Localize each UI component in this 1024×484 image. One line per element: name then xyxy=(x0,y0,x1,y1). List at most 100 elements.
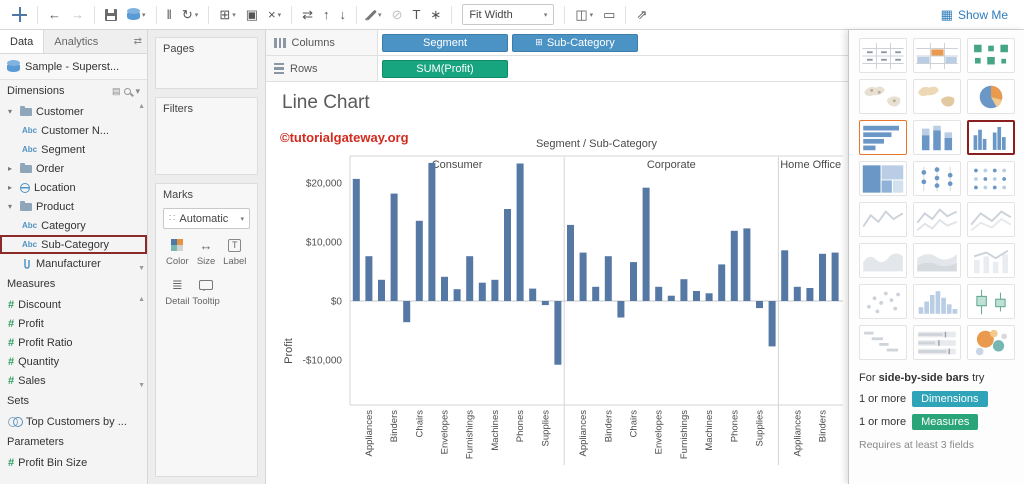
bar-mark[interactable] xyxy=(592,286,600,301)
bar-mark[interactable] xyxy=(831,252,839,301)
showme-thumb-symbol-map[interactable] xyxy=(859,79,907,114)
group-members-button[interactable]: ⊘ xyxy=(391,7,403,22)
field-item-discount[interactable]: # Discount xyxy=(8,298,61,311)
pill-segment[interactable]: Segment xyxy=(382,33,508,52)
caret-open-icon[interactable]: ▾ xyxy=(8,107,13,116)
color-button[interactable]: Color xyxy=(163,237,192,267)
run-auto-updates-button[interactable]: ↻ ▾ xyxy=(181,7,199,22)
bar-mark[interactable] xyxy=(680,279,688,301)
showme-thumb-area[interactable] xyxy=(859,243,907,278)
data-source-item[interactable]: Sample - Superst... xyxy=(0,54,147,80)
bar-mark[interactable] xyxy=(529,288,537,301)
scroll-up-icon[interactable]: ▲ xyxy=(138,296,145,303)
showme-thumb-stacked-bars[interactable] xyxy=(913,120,961,155)
field-item-profit[interactable]: # Profit xyxy=(8,317,44,330)
field-item-segment[interactable]: Abc Segment xyxy=(22,143,86,156)
bar-mark[interactable] xyxy=(491,279,499,301)
sort-ascending-button[interactable]: ↑ xyxy=(323,7,330,22)
field-item-location[interactable]: ▸ Location xyxy=(8,181,76,194)
bar-mark[interactable] xyxy=(806,288,814,301)
bar-mark[interactable] xyxy=(693,291,700,301)
showme-thumb-highlight-table[interactable] xyxy=(913,38,961,73)
field-item-manufacturer[interactable]: Manufacturer xyxy=(0,254,147,273)
bar-mark[interactable] xyxy=(415,220,423,301)
bar-mark[interactable] xyxy=(466,256,474,301)
fit-width-select[interactable]: Fit Width ▾ xyxy=(462,4,555,25)
new-data-source-button[interactable]: ▾ xyxy=(123,3,150,27)
field-item-category[interactable]: Abc Category xyxy=(22,219,86,232)
field-item-profit-bin-size[interactable]: # Profit Bin Size xyxy=(8,456,88,469)
clear-sheet-button[interactable]: × ▾ xyxy=(268,7,282,22)
size-button[interactable]: ↔ Size xyxy=(196,237,216,268)
bar-mark[interactable] xyxy=(705,293,713,301)
presentation-mode-button[interactable]: ▭ xyxy=(603,7,616,22)
bar-mark[interactable] xyxy=(793,286,801,301)
showme-thumb-dual-line[interactable] xyxy=(967,202,1015,237)
bar-mark[interactable] xyxy=(403,301,411,323)
showme-thumb-bullet[interactable] xyxy=(913,325,961,360)
expand-hierarchy-icon[interactable]: ⊞ xyxy=(535,37,543,47)
bar-mark[interactable] xyxy=(567,224,574,301)
showme-thumb-filled-map[interactable] xyxy=(913,79,961,114)
tab-analytics[interactable]: Analytics xyxy=(44,30,108,53)
showme-thumb-heat-map[interactable] xyxy=(967,38,1015,73)
showme-thumb-pie[interactable] xyxy=(967,79,1015,114)
bar-mark[interactable] xyxy=(453,289,461,301)
bar-mark[interactable] xyxy=(604,256,612,301)
save-button[interactable] xyxy=(101,3,121,27)
field-item-profit-ratio[interactable]: # Profit Ratio xyxy=(8,336,73,349)
show-mark-labels-button[interactable]: T xyxy=(412,7,421,22)
undo-button[interactable]: ← xyxy=(48,7,61,22)
mark-type-dropdown[interactable]: ∷ Automatic ▾ xyxy=(163,208,250,229)
showme-thumb-line[interactable] xyxy=(859,202,907,237)
bar-mark[interactable] xyxy=(428,162,436,301)
pane-toggle-icon[interactable]: ⇄ xyxy=(133,36,142,47)
bar-mark[interactable] xyxy=(617,301,625,318)
showme-thumb-scatter[interactable] xyxy=(859,284,907,319)
bar-mark[interactable] xyxy=(504,209,511,301)
share-workbook-button[interactable]: ⇗ xyxy=(636,7,648,22)
showme-thumb-h-bars[interactable] xyxy=(859,120,907,155)
bar-mark[interactable] xyxy=(655,286,663,301)
caret-closed-icon[interactable]: ▸ xyxy=(8,183,13,192)
pages-card[interactable]: Pages xyxy=(155,37,258,89)
find-field-icon[interactable] xyxy=(124,87,132,95)
tooltip-button[interactable]: Tooltip xyxy=(192,277,221,307)
bar-mark[interactable] xyxy=(516,163,524,302)
scroll-up-icon[interactable]: ▲ xyxy=(138,103,145,110)
bar-mark[interactable] xyxy=(579,252,587,301)
bar-mark[interactable] xyxy=(730,230,738,301)
bar-mark[interactable] xyxy=(478,282,486,301)
showme-thumb-area-discrete[interactable] xyxy=(913,243,961,278)
bar-mark[interactable] xyxy=(352,178,360,301)
bar-mark[interactable] xyxy=(718,264,726,301)
bar-mark[interactable] xyxy=(365,256,373,301)
bar-mark[interactable] xyxy=(642,187,650,301)
bar-mark[interactable] xyxy=(554,301,562,365)
scroll-down-icon[interactable]: ▼ xyxy=(138,382,145,389)
field-item-customer-n[interactable]: Abc Customer N... xyxy=(22,124,109,137)
redo-button[interactable]: → xyxy=(71,7,84,22)
duplicate-sheet-button[interactable]: ▣ xyxy=(245,7,259,22)
bar-mark[interactable] xyxy=(819,253,826,301)
bar-mark[interactable] xyxy=(781,250,789,301)
scroll-down-icon[interactable]: ▼ xyxy=(138,265,145,272)
detail-button[interactable]: ≣ Detail xyxy=(165,277,190,307)
bar-mark[interactable] xyxy=(756,301,763,309)
showme-thumb-dual-combo[interactable] xyxy=(967,243,1015,278)
bar-mark[interactable] xyxy=(541,301,549,306)
field-item-product[interactable]: ▾ Product xyxy=(8,200,74,213)
tab-data[interactable]: Data xyxy=(0,30,45,53)
label-button[interactable]: T Label xyxy=(223,238,247,267)
tableau-logo-icon[interactable] xyxy=(8,3,31,27)
pill-sum-profit[interactable]: SUM(Profit) xyxy=(382,59,508,78)
pane-menu-caret-icon[interactable]: ▾ xyxy=(135,85,140,96)
pause-auto-updates-button[interactable]: ‖ xyxy=(166,7,172,22)
showme-thumb-gantt[interactable] xyxy=(859,325,907,360)
showme-thumb-circles[interactable] xyxy=(913,161,961,196)
showme-thumb-bubbles[interactable] xyxy=(967,325,1015,360)
showme-thumb-side-circles[interactable] xyxy=(967,161,1015,196)
bar-mark[interactable] xyxy=(390,193,398,301)
new-worksheet-button[interactable]: ⊞ ▾ xyxy=(219,7,236,22)
highlight-button[interactable]: ▾ xyxy=(363,3,386,27)
